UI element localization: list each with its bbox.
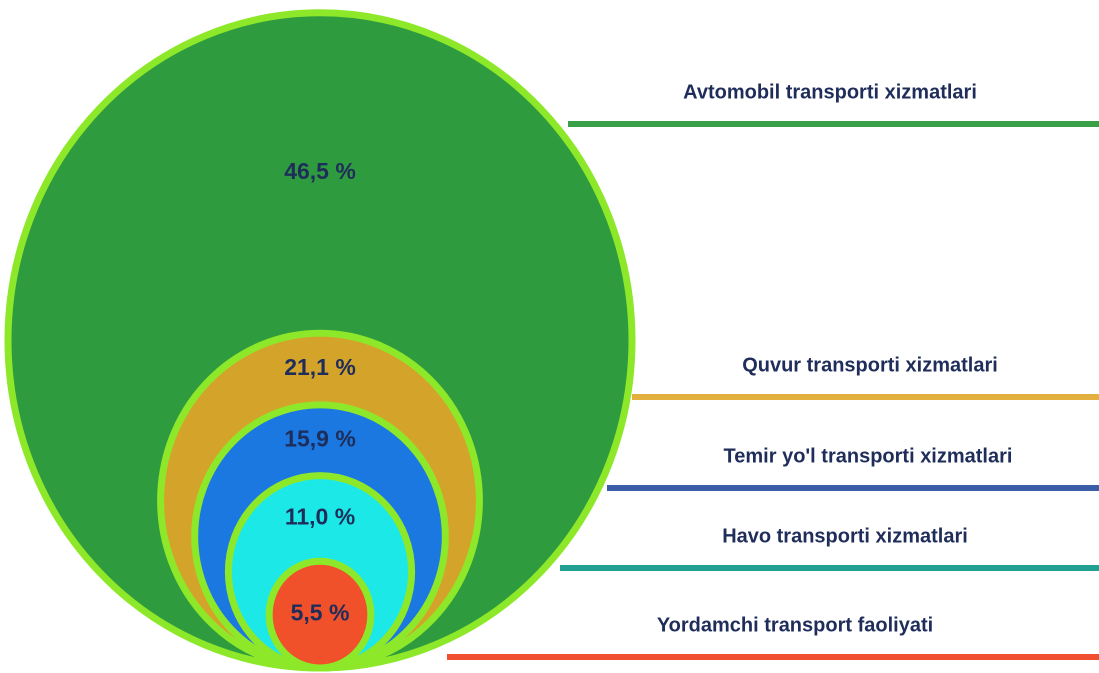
legend-label: Quvur transporti xizmatlari: [742, 354, 998, 376]
value-label: 15,9 %: [284, 425, 356, 451]
legend-label: Yordamchi transport faoliyati: [657, 614, 933, 636]
legend-label: Avtomobil transporti xizmatlari: [683, 81, 977, 103]
value-label: 11,0 %: [285, 504, 355, 530]
bubble: [265, 557, 375, 672]
legend-label: Temir yo'l transporti xizmatlari: [724, 445, 1013, 467]
value-label: 46,5 %: [284, 158, 356, 184]
value-label: 5,5 %: [291, 600, 350, 626]
legend-label: Havo transporti xizmatlari: [722, 525, 968, 547]
value-label: 21,1 %: [284, 354, 356, 380]
